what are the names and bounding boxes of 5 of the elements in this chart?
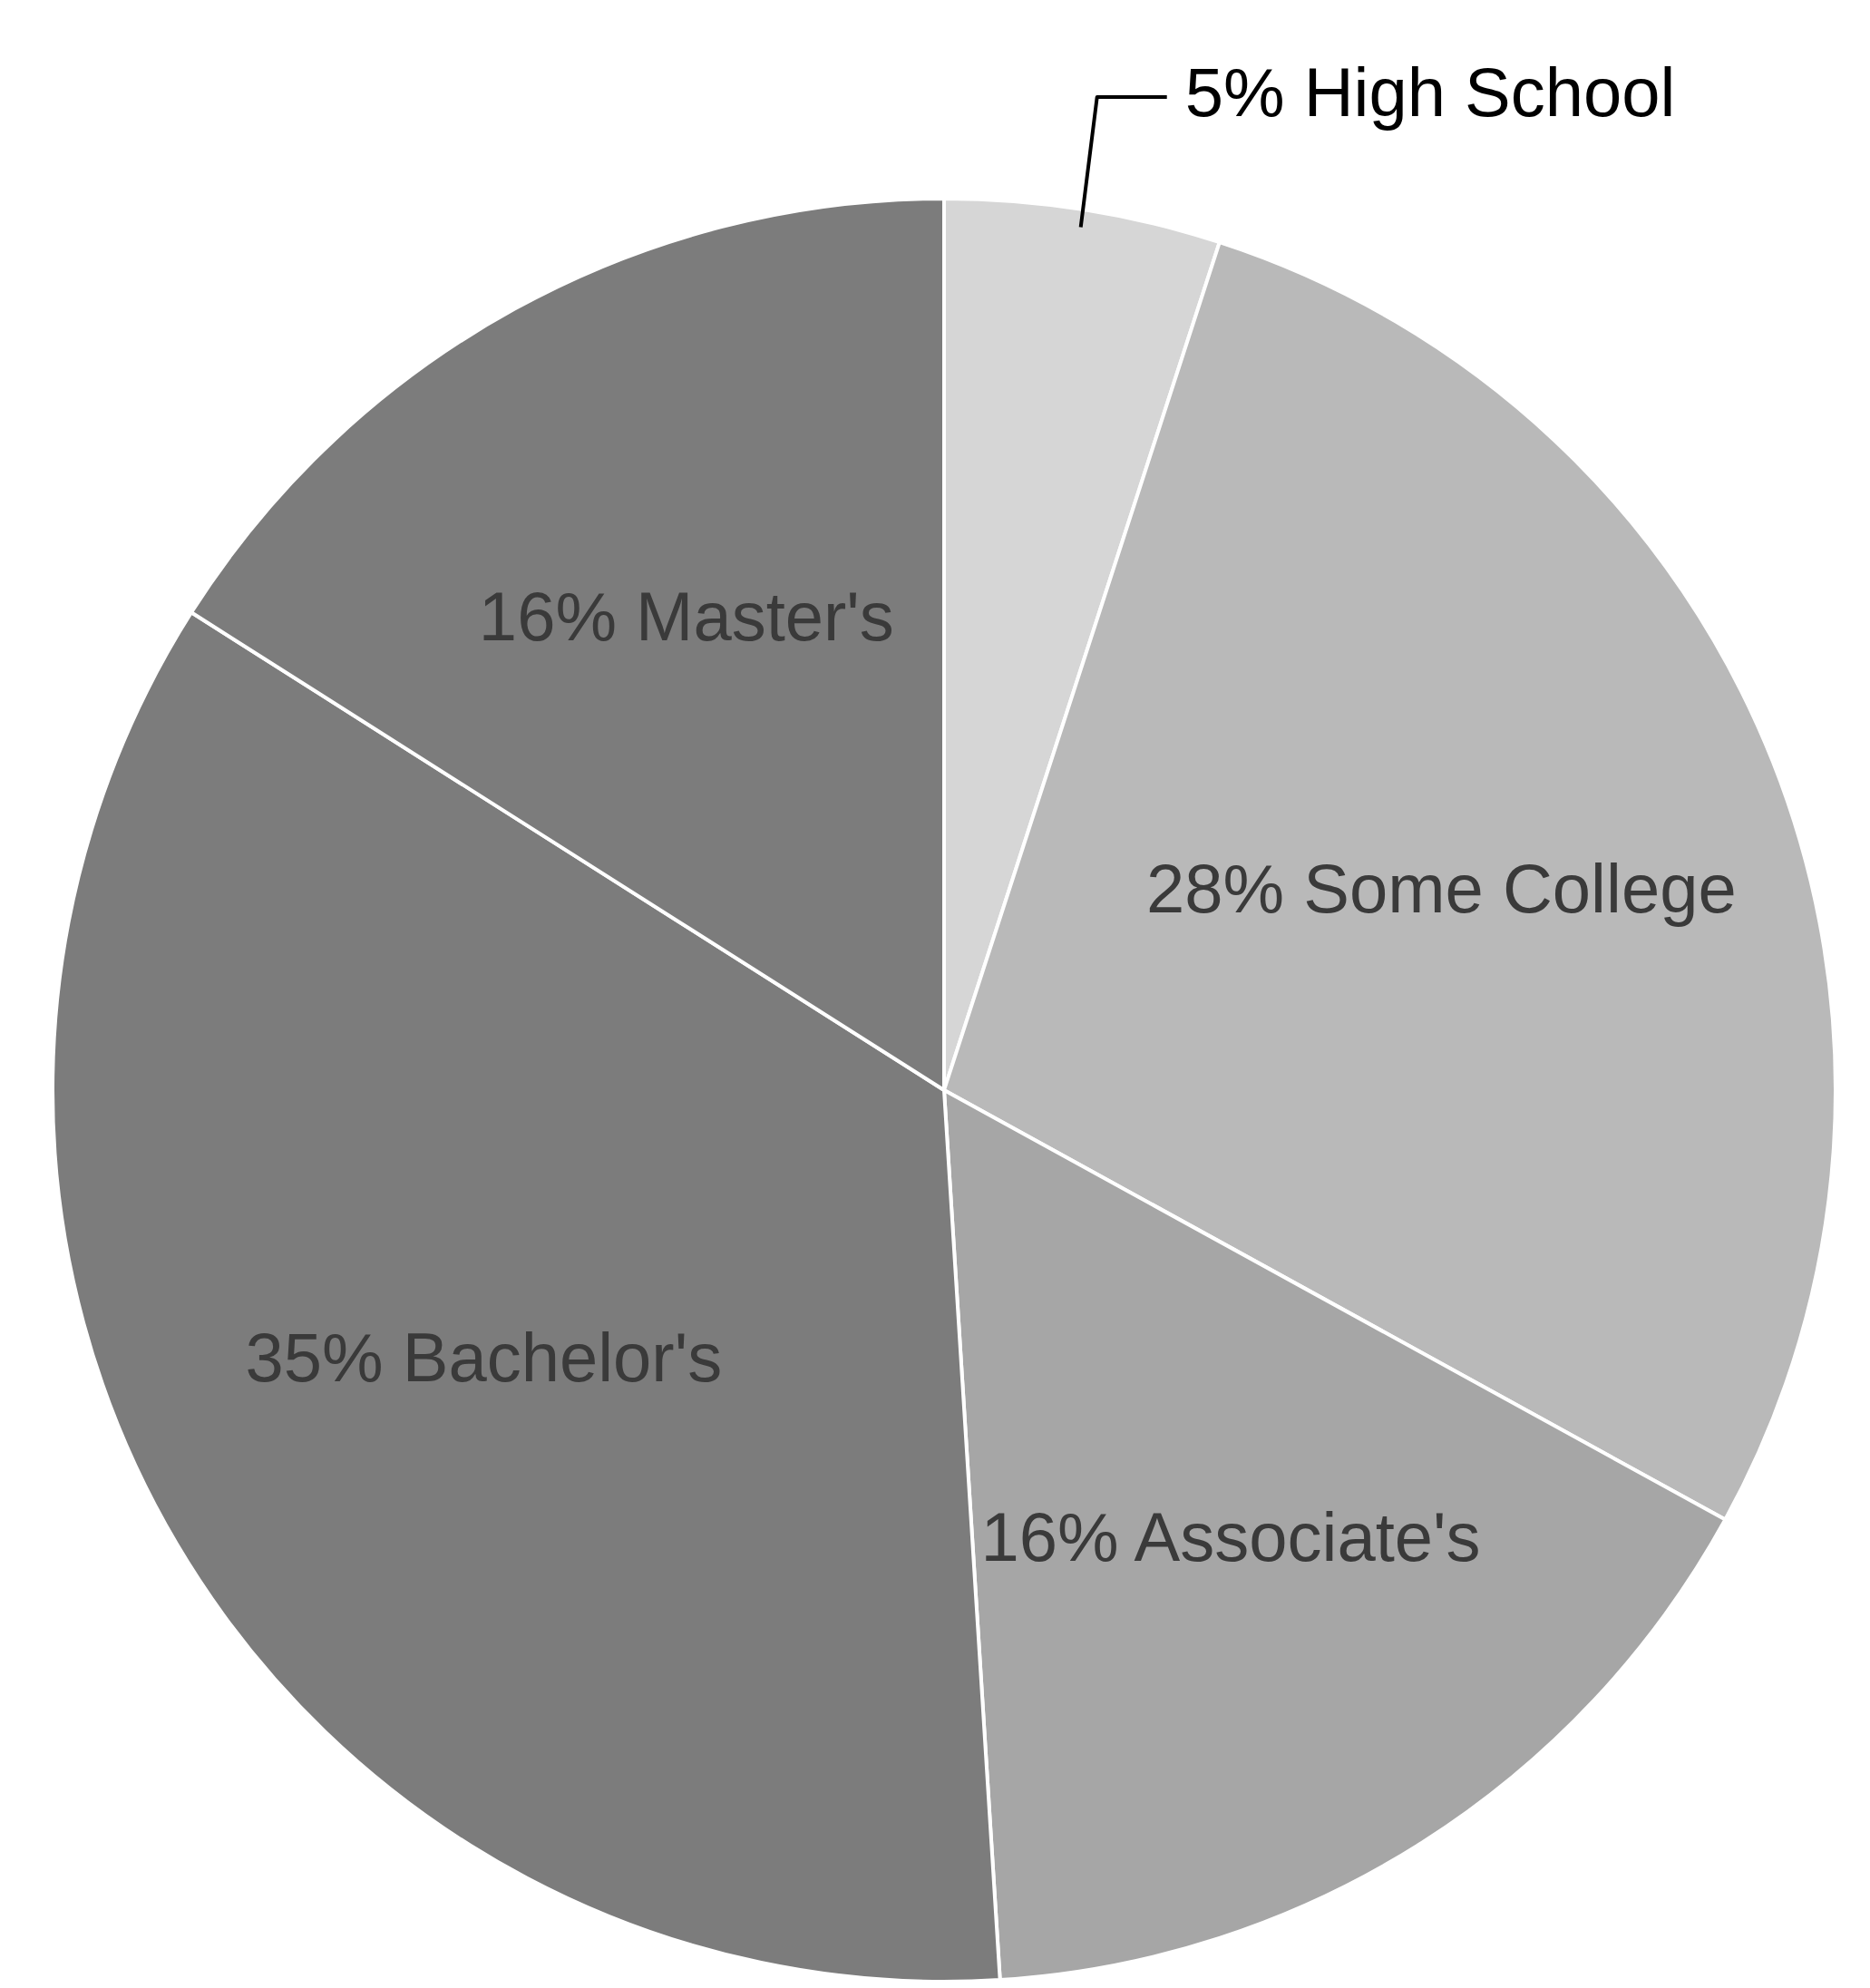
slice-label: 16% Master's bbox=[478, 578, 894, 656]
slice-label: 35% Bachelor's bbox=[245, 1319, 723, 1397]
slice-label: 16% Associate's bbox=[980, 1497, 1481, 1575]
slice-label: 28% Some College bbox=[1146, 849, 1737, 927]
slice-label: 5% High School bbox=[1184, 53, 1676, 131]
